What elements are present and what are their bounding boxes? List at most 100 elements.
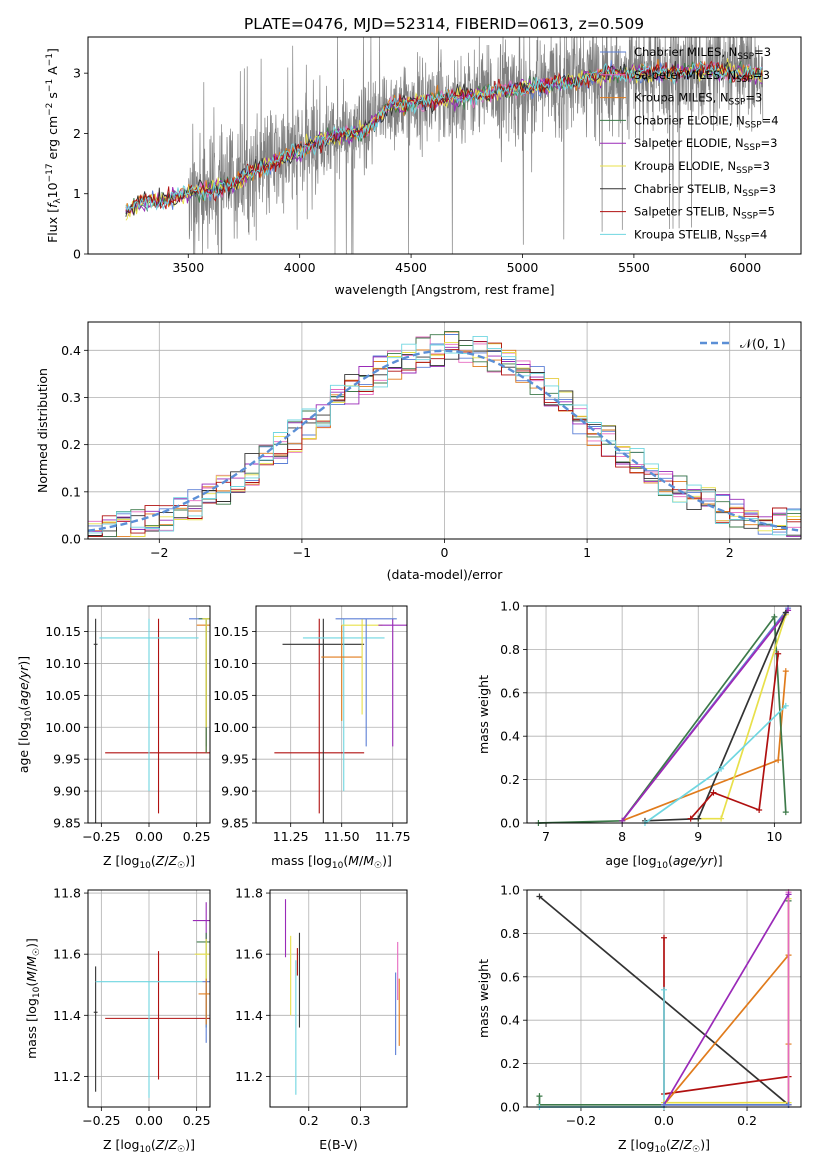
- errorbar-point: [99, 618, 199, 792]
- weight-marker: [771, 613, 778, 620]
- plot-area: [93, 902, 210, 1098]
- y-tick-label: 9.95: [221, 752, 249, 767]
- errorbar-point: [202, 618, 210, 728]
- weight-line: [538, 614, 787, 824]
- y-tick-label: 10.15: [45, 624, 81, 639]
- y-axis-label: mass [log10(M/M☉)]: [24, 938, 42, 1059]
- y-tick-label: 11.6: [235, 947, 263, 962]
- mass-vs-extinction-panel: 0.2 0.3 11.2 11.4 11.6 11.8 E(B-V): [235, 886, 408, 1152]
- y-tick-label: 0.2: [500, 1056, 520, 1071]
- x-tick-label: 0.3: [351, 1113, 371, 1128]
- mass-weight-vs-age-panel: 7 8 9 10 0.0 0.2 0.4 0.6 0.8 1.0 age [log10(age/yr…: [476, 599, 802, 871]
- errorbar-point: [105, 951, 210, 1080]
- weight-line: [689, 653, 780, 820]
- plot-area: [87, 330, 801, 539]
- legend-entry: Chabrier STELIB, NSSP=3: [634, 182, 776, 199]
- mass-vs-metallicity-panel: −0.25 0.00 0.25 11.2 11.4 11.6 11.8 Z [log10(Z/…: [24, 886, 211, 1155]
- weight-marker: [536, 893, 543, 900]
- errorbar-point: [378, 618, 407, 747]
- x-tick-label: 11.75: [375, 829, 411, 844]
- weight-marker: [718, 765, 725, 772]
- y-tick-label: 9.85: [221, 816, 249, 831]
- errorbar-point: [274, 618, 365, 814]
- y-tick-label: 3: [73, 66, 81, 81]
- y-tick-label: 10.00: [213, 720, 249, 735]
- x-axis-label: age [log10(age/yr)]: [605, 853, 722, 871]
- y-tick-label: 9.85: [53, 816, 81, 831]
- x-axis-label: (data-model)/error: [387, 567, 504, 582]
- legend-entry: Chabrier ELODIE, NSSP=4: [634, 113, 779, 130]
- x-tick-label: −2: [150, 545, 168, 560]
- plot-area: [284, 899, 400, 1095]
- y-tick-label: 11.4: [53, 1008, 81, 1023]
- weight-marker: [775, 757, 782, 764]
- y-axis-label: mass weight: [476, 959, 491, 1038]
- x-axis-label: mass [log10(M/M☉)]: [271, 853, 392, 871]
- age-vs-mass-panel: 11.25 11.50 11.75 9.85 9.90 9.95 10.00 10.05 10.…: [213, 605, 411, 871]
- x-tick-label: −1: [293, 545, 311, 560]
- y-axis-label: age [log10(age/yr)]: [16, 656, 34, 773]
- plot-area: [93, 618, 210, 823]
- weight-series: [661, 1101, 792, 1108]
- y-tick-label: 10.10: [213, 656, 249, 671]
- axes-frame: [87, 605, 211, 824]
- y-tick-label: 0.4: [500, 1013, 520, 1028]
- weight-marker: [782, 809, 789, 816]
- legend: Chabrier MILES, NSSP=3 Salpeter MILES, NS…: [600, 45, 779, 244]
- weight-marker: [775, 650, 782, 657]
- errorbar-point: [321, 625, 363, 721]
- x-tick-label: 11.50: [324, 829, 360, 844]
- weight-line: [621, 609, 789, 822]
- legend-entry: Chabrier MILES, NSSP=3: [634, 45, 771, 62]
- weight-line: [663, 893, 790, 1106]
- errorbar-point: [93, 618, 98, 823]
- x-tick-label: 5000: [507, 260, 539, 275]
- legend-entry: Kroupa STELIB, NSSP=4: [634, 227, 767, 244]
- x-tick-label: 3500: [172, 260, 204, 275]
- weight-marker: [710, 789, 717, 796]
- x-tick-label: 8: [618, 829, 626, 844]
- y-tick-label: 0.0: [500, 816, 520, 831]
- grid: [270, 890, 407, 1107]
- x-tick-label: 0.0: [654, 1113, 674, 1128]
- weight-marker: [782, 702, 789, 709]
- y-tick-label: 10.05: [45, 688, 81, 703]
- y-tick-label: 11.8: [235, 886, 263, 901]
- weight-series: [641, 609, 789, 824]
- plot-area: [536, 889, 792, 1110]
- axes-frame: [255, 605, 408, 824]
- y-tick-label: 9.90: [53, 784, 81, 799]
- errorbar-point: [95, 981, 203, 1098]
- y-tick-label: 1.0: [500, 883, 520, 898]
- y-tick-label: 0.2: [500, 772, 520, 787]
- weight-marker: [661, 986, 667, 993]
- model-spectrum-line: [125, 61, 763, 213]
- legend-entry: Salpeter ELODIE, NSSP=3: [634, 136, 777, 153]
- errorbar-point: [93, 966, 98, 1092]
- x-tick-label: 11.25: [273, 829, 309, 844]
- errorbar-point: [335, 618, 397, 747]
- weight-marker: [785, 891, 792, 898]
- x-tick-label: 0.00: [135, 829, 163, 844]
- y-tick-label: 0.6: [500, 685, 520, 700]
- weight-marker: [756, 806, 763, 813]
- legend-entry: Kroupa ELODIE, NSSP=3: [634, 159, 770, 176]
- y-tick-label: 0.6: [500, 969, 520, 984]
- histogram-step: [87, 335, 801, 539]
- figure-title: PLATE=0476, MJD=52314, FIBERID=0613, z=0…: [244, 15, 644, 33]
- y-tick-label: 10.05: [213, 688, 249, 703]
- y-tick-label: 1: [73, 186, 81, 201]
- y-tick-label: 2: [73, 126, 81, 141]
- axes-frame: [87, 36, 802, 255]
- errorbar-point: [198, 978, 210, 1025]
- y-tick-label: 10.00: [45, 720, 81, 735]
- y-tick-label: 0.2: [61, 437, 81, 452]
- age-vs-metallicity-panel: −0.25 0.00 0.25 9.85 9.90 9.95 10.00 10.05 10.10…: [16, 605, 211, 871]
- x-tick-label: 0: [441, 545, 449, 560]
- y-axis-label: Flux [fλ10−17 erg cm−2 s−1 A−1]: [45, 48, 63, 243]
- x-axis-label: E(B-V): [319, 1137, 358, 1152]
- legend-entry: 𝒩(0, 1): [740, 336, 786, 351]
- x-tick-label: 6000: [729, 260, 761, 275]
- x-axis-label: Z [log10(Z/Z☉)]: [103, 853, 195, 871]
